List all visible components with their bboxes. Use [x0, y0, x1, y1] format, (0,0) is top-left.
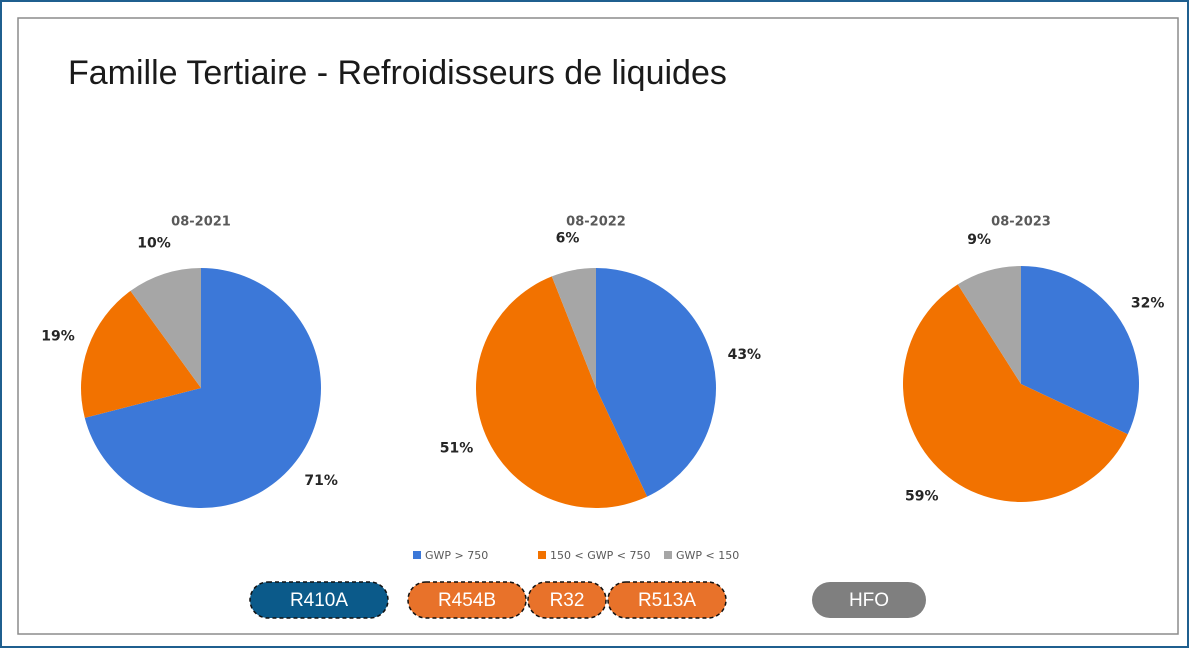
legend-label: GWP < 150	[676, 549, 739, 562]
slice-label: 10%	[137, 235, 171, 251]
pie-slice	[957, 266, 1021, 384]
tag-label: R513A	[638, 590, 696, 611]
pie-slice	[84, 268, 321, 509]
slide-title: Famille Tertiaire - Refroidisseurs de li…	[68, 54, 727, 92]
slice-label: 32%	[1131, 296, 1165, 312]
tag-pill	[812, 582, 926, 618]
pie-slice	[596, 268, 717, 497]
pie-title: 08-2022	[566, 215, 626, 230]
slice-label: 6%	[556, 231, 580, 247]
pie-slice	[1021, 266, 1139, 435]
pie-title: 08-2023	[991, 215, 1051, 230]
legend-label: GWP > 750	[425, 549, 488, 562]
slice-label: 43%	[728, 347, 762, 363]
tag-pill	[607, 581, 727, 619]
legend-swatch	[538, 551, 546, 559]
pie-slice	[81, 290, 201, 418]
pie-slice	[551, 268, 596, 388]
tag-pill	[249, 581, 389, 619]
legend-swatch	[413, 551, 421, 559]
slice-label: 19%	[41, 329, 75, 345]
tag-pill	[407, 581, 527, 619]
slice-label: 71%	[304, 473, 338, 489]
tag-pill	[527, 581, 607, 619]
slice-label: 9%	[967, 232, 991, 248]
pie-slice	[476, 276, 648, 508]
pie-title: 08-2021	[171, 215, 231, 230]
tag-label: R410A	[290, 590, 348, 611]
tag-label: R32	[550, 590, 585, 611]
pie-slice	[903, 284, 1128, 502]
tags: R410A R454B R32 R513A HFO	[249, 581, 926, 619]
slice-label: 59%	[905, 489, 939, 505]
slice-label: 51%	[440, 440, 474, 456]
tag-label: R454B	[438, 590, 496, 611]
legend-swatch	[664, 551, 672, 559]
tag-label: HFO	[849, 590, 889, 611]
legend-label: 150 < GWP < 750	[550, 549, 650, 562]
pie-slice	[130, 268, 201, 388]
